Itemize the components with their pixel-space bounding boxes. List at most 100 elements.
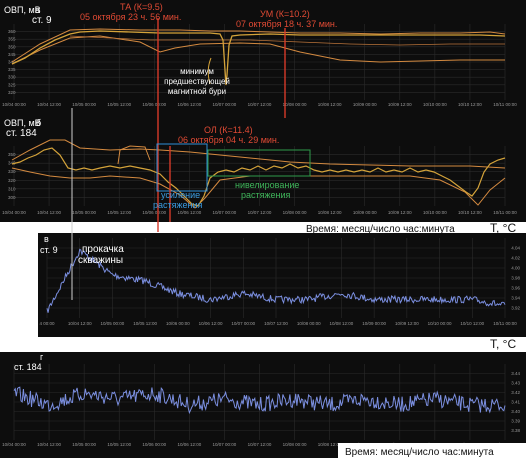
panel-b-station: ст. 184: [6, 128, 37, 139]
panel-b-letter: б: [36, 118, 41, 128]
panel-c-background: [38, 233, 526, 337]
c-ytick-label: 4.04: [511, 246, 520, 251]
a-xtick-label: 10/04 12:00: [37, 102, 61, 107]
a-xtick-label: 10/08 00:00: [283, 102, 307, 107]
d-ytick-label: 3.42: [511, 390, 520, 395]
panel-b-box-nivelirovanie: [207, 149, 311, 177]
panel-b-background: [0, 118, 526, 222]
a-ytick-label: 355: [8, 37, 16, 42]
panel-c-prokachka-line1: прокачка: [82, 244, 124, 255]
panel-d-grid: 10/04 00:00 10/04 12:00 10/05 00:00 10/05 1…: [2, 364, 520, 447]
d-xtick-label: 10/07 12:00: [248, 442, 272, 447]
panel-b-envelope-upper: [11, 139, 506, 169]
panel-a-background: [0, 0, 526, 118]
b-ytick-label: 310: [8, 186, 16, 191]
a-ytick-label: 325: [8, 82, 16, 87]
panel-a-magnetic-min-line3: магнитной бури: [168, 87, 226, 96]
c-xtick-label: 10/07 12:00: [264, 321, 288, 326]
panel-c-station: ст. 9: [40, 245, 58, 255]
c-xtick-label: 10/07 00:00: [231, 321, 255, 326]
d-ytick-label: 3.43: [511, 381, 520, 386]
b-xtick-label: 10/07 12:00: [248, 210, 272, 215]
panel-d-station: ст. 184: [14, 362, 42, 372]
panel-c-letter: в: [44, 234, 49, 244]
d-xtick-label: 10/04 12:00: [37, 442, 61, 447]
c-xtick-label: 4 00:00: [39, 321, 55, 326]
a-xtick-label: 10/04 00:00: [2, 102, 26, 107]
d-xtick-label: 10/07 00:00: [213, 442, 237, 447]
b-xtick-label: 10/04 12:00: [37, 210, 61, 215]
c-xtick-label: 10/09 00:00: [362, 321, 386, 326]
b-xtick-label: 10/05 12:00: [107, 210, 131, 215]
panel-a-letter: а: [35, 5, 40, 15]
d-xtick-label: 10/05 12:00: [107, 442, 131, 447]
d-xtick-label: 10/05 00:00: [72, 442, 96, 447]
panel-a-event-um-time: 07 октября 18 ч. 37 мин.: [236, 19, 337, 29]
d-ytick-label: 3.40: [511, 409, 520, 414]
b-ytick-label: 300: [8, 195, 16, 200]
panel-a-grid: 10/04 00:00 10/04 12:00 10/05 00:00 10/05 1…: [2, 24, 517, 107]
a-xtick-label: 10/06 00:00: [142, 102, 166, 107]
panel-d-letter: г: [40, 352, 44, 362]
b-xtick-label: 10/09 00:00: [353, 210, 377, 215]
c-xtick-label: 10/06 12:00: [199, 321, 223, 326]
d-xtick-label: 10/06 12:00: [177, 442, 201, 447]
time-label-2-background: [338, 443, 526, 458]
panel-a-event-um-label: УМ (К=10.2): [260, 9, 310, 19]
d-ytick-label: 3.39: [511, 419, 520, 424]
a-xtick-label: 10/07 12:00: [248, 102, 272, 107]
b-xtick-label: 10/10 12:00: [458, 210, 482, 215]
c-xtick-label: 10/06 00:00: [166, 321, 190, 326]
b-xtick-label: 10/09 12:00: [388, 210, 412, 215]
panel-a-envelope-upper: [11, 28, 506, 63]
b-xtick-label: 10/06 00:00: [142, 210, 166, 215]
c-xtick-label: 10/05 12:00: [133, 321, 157, 326]
panel-a-orp-trace: [11, 30, 506, 86]
a-xtick-label: 10/05 12:00: [107, 102, 131, 107]
b-xtick-label: 10/07 00:00: [213, 210, 237, 215]
a-xtick-label: 10/07 00:00: [213, 102, 237, 107]
d-ytick-label: 3.41: [511, 400, 520, 405]
panel-b-bump: [117, 145, 151, 165]
panel-d-temperature-trace: [13, 386, 506, 415]
panel-b-nivel-line1: нивелирование: [235, 180, 299, 190]
a-xtick-label: 10/09 12:00: [388, 102, 412, 107]
a-xtick-label: 10/09 00:00: [353, 102, 377, 107]
a-ytick-label: 335: [8, 67, 16, 72]
a-ytick-label: 330: [8, 75, 16, 80]
panel-b-box-usilenie: [156, 143, 208, 192]
a-xtick-label: 10/10 12:00: [458, 102, 482, 107]
panel-b-event-ol-time: 06 октября 04 ч. 29 мин.: [178, 135, 279, 145]
c-xtick-label: 10/10 00:00: [428, 321, 452, 326]
b-xtick-label: 10/05 00:00: [72, 210, 96, 215]
b-ytick-label: 330: [8, 169, 16, 174]
a-xtick-label: 10/06 12:00: [177, 102, 201, 107]
c-ytick-label: 3.98: [511, 276, 520, 281]
d-ytick-label: 3.44: [511, 371, 520, 376]
b-ytick-label: 340: [8, 161, 16, 166]
time-label-2: Время: месяц/число час:минута: [345, 447, 494, 458]
c-xtick-label: 10/05 00:00: [101, 321, 125, 326]
b-xtick-label: 10/08 12:00: [318, 210, 342, 215]
c-ytick-label: 3.92: [511, 306, 520, 311]
c-xtick-label: 10/04 12:00: [68, 321, 92, 326]
b-xtick-label: 10/08 00:00: [283, 210, 307, 215]
panel-a-envelope-mid: [69, 35, 505, 46]
d-xtick-label: 10/08 00:00: [283, 442, 307, 447]
panel-c-prokachka-line2: скважины: [78, 255, 123, 266]
panel-b-usilenie-line2: растяжения: [153, 200, 203, 210]
d-xtick-label: 10/04 00:00: [2, 442, 26, 447]
panel-c-grid: 4 00:00 10/04 12:00 10/05 00:00 10/05 12:00…: [39, 238, 520, 326]
panel-b-ylabel: ОВП, мВ: [4, 118, 41, 128]
c-ytick-label: 4.00: [511, 266, 520, 271]
a-ytick-label: 360: [8, 29, 16, 34]
panel-d-ylabel: T, °C: [490, 337, 516, 351]
c-ytick-label: 3.94: [511, 296, 520, 301]
panel-b-orp-trace: [11, 147, 506, 207]
d-xtick-label: 10/06 00:00: [142, 442, 166, 447]
b-xtick-label: 10/04 00:00: [2, 210, 26, 215]
a-xtick-label: 10/08 12:00: [318, 102, 342, 107]
b-xtick-label: 10/10 00:00: [423, 210, 447, 215]
